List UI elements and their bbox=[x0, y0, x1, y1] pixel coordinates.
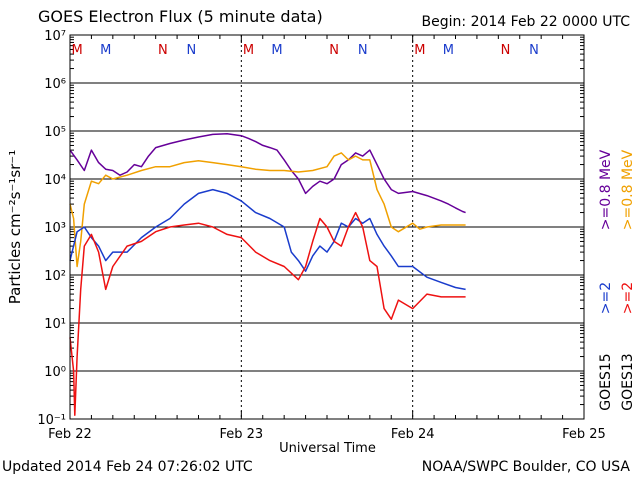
y-tick-label: 10⁴ bbox=[44, 173, 66, 188]
time-marker: N bbox=[186, 43, 196, 58]
time-marker: M bbox=[414, 43, 425, 58]
y-tick-label: 10⁰ bbox=[44, 365, 66, 380]
y-tick-label: 10⁵ bbox=[44, 125, 66, 140]
y-axis-label: Particles cm⁻²s⁻¹sr⁻¹ bbox=[6, 150, 24, 304]
series-line bbox=[69, 152, 466, 268]
begin-time-label: Begin: 2014 Feb 22 0000 UTC bbox=[421, 14, 630, 30]
time-marker: N bbox=[329, 43, 339, 58]
series-line bbox=[69, 188, 466, 291]
legend-entry: GOES15 bbox=[598, 353, 614, 410]
y-tick-labels: 10⁻¹ 10⁰ 10¹ 10² 10³ 10⁴ 10⁵ 10⁶ 10⁷ bbox=[37, 29, 66, 428]
x-tick-label: Feb 23 bbox=[219, 427, 263, 442]
y-tick-label: 10³ bbox=[44, 221, 66, 236]
time-marker: N bbox=[501, 43, 511, 58]
time-marker: N bbox=[358, 43, 368, 58]
right-legend: >=0.8 MeV >=0.8 MeV >=2 >=2 GOES15 GOES13 bbox=[598, 149, 636, 410]
x-tick-label: Feb 22 bbox=[48, 427, 92, 442]
legend-entry: >=2 bbox=[598, 282, 614, 314]
legend-entry: >=0.8 MeV bbox=[598, 149, 614, 230]
chart-title: GOES Electron Flux (5 minute data) bbox=[38, 7, 323, 26]
legend-entry: >=2 bbox=[620, 282, 636, 314]
time-marker: N bbox=[158, 43, 168, 58]
legend-entry: GOES13 bbox=[620, 353, 636, 410]
series-line bbox=[69, 211, 466, 416]
x-tick-label: Feb 24 bbox=[391, 427, 435, 442]
time-marker: N bbox=[529, 43, 539, 58]
time-marker: M bbox=[271, 43, 282, 58]
legend-entry: >=0.8 MeV bbox=[620, 149, 636, 230]
x-tick-label: Feb 25 bbox=[562, 427, 606, 442]
x-tick-labels: Feb 22 Feb 23 Feb 24 Feb 25 bbox=[48, 427, 606, 442]
plot-frame bbox=[69, 34, 585, 420]
time-marker: M bbox=[72, 43, 83, 58]
y-tick-label: 10² bbox=[44, 269, 66, 284]
y-tick-label: 10⁻¹ bbox=[37, 413, 66, 428]
y-tick-label: 10¹ bbox=[44, 317, 66, 332]
updated-timestamp: Updated 2014 Feb 24 07:26:02 UTC bbox=[2, 459, 253, 475]
y-tick-label: 10⁶ bbox=[44, 77, 66, 92]
source-credit: NOAA/SWPC Boulder, CO USA bbox=[421, 459, 630, 475]
time-marker: M bbox=[443, 43, 454, 58]
y-tick-label: 10⁷ bbox=[44, 29, 66, 44]
time-marker: M bbox=[100, 43, 111, 58]
series-line bbox=[69, 132, 466, 214]
series-layer bbox=[69, 132, 466, 416]
time-marker: M bbox=[243, 43, 254, 58]
x-axis-label: Universal Time bbox=[279, 441, 376, 456]
